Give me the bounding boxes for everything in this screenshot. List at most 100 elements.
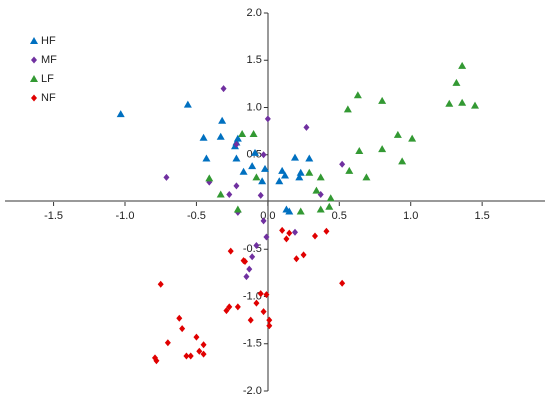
y-tick-label: -0.5: [243, 243, 262, 255]
point: [243, 273, 250, 281]
point: [179, 325, 186, 333]
legend-marker: [31, 94, 37, 102]
point: [252, 173, 261, 181]
point: [253, 299, 260, 307]
point: [291, 153, 299, 161]
point: [471, 101, 479, 109]
y-tick-label: -1.5: [243, 338, 262, 350]
point: [278, 166, 287, 174]
x-tick-label: 1.5: [474, 210, 489, 222]
point: [260, 308, 267, 316]
point: [452, 78, 461, 86]
point: [183, 352, 190, 360]
point: [378, 96, 387, 104]
point: [458, 61, 467, 69]
point: [233, 140, 240, 148]
point: [325, 202, 334, 210]
point: [362, 173, 371, 181]
y-tick-label: 1.0: [247, 101, 262, 113]
point: [251, 148, 259, 156]
x-tick-label: 1.0: [403, 210, 418, 222]
point: [305, 168, 314, 176]
point: [393, 130, 402, 138]
point: [339, 279, 346, 287]
point: [233, 134, 242, 142]
x-tick-label: -1.5: [44, 210, 63, 222]
point: [152, 354, 158, 362]
point: [249, 129, 258, 137]
point: [257, 191, 264, 199]
point: [232, 154, 241, 162]
point: [218, 116, 227, 124]
point: [176, 314, 183, 322]
point: [216, 190, 225, 198]
point: [200, 350, 207, 358]
legend-marker: [31, 56, 37, 64]
point: [266, 322, 273, 330]
x-tick-label: 0.5: [332, 210, 347, 222]
point: [260, 151, 267, 159]
point: [281, 171, 289, 179]
point: [286, 229, 293, 237]
point: [227, 247, 234, 255]
point: [293, 255, 300, 263]
point: [258, 177, 267, 185]
point: [300, 251, 307, 259]
point: [239, 167, 248, 175]
point: [261, 164, 269, 172]
point: [316, 173, 325, 181]
point: [249, 253, 256, 261]
point: [303, 123, 310, 131]
point: [263, 233, 270, 241]
legend-label: MF: [41, 54, 57, 66]
point: [339, 160, 346, 168]
legend-marker: [30, 37, 38, 44]
point: [257, 290, 264, 298]
point: [233, 182, 240, 190]
point: [253, 241, 260, 249]
point: [279, 226, 286, 234]
point: [163, 173, 170, 181]
point: [202, 154, 211, 162]
point: [312, 232, 318, 240]
point: [292, 228, 298, 236]
point: [247, 316, 254, 324]
point: [157, 280, 164, 288]
legend-marker: [30, 75, 38, 82]
point: [187, 352, 194, 360]
point: [282, 205, 291, 213]
point: [233, 205, 242, 213]
point: [445, 99, 454, 107]
x-tick-label: -0.5: [187, 210, 206, 222]
legend-label: LF: [41, 73, 54, 85]
point: [200, 341, 207, 349]
point: [164, 339, 171, 347]
point: [216, 132, 225, 140]
point: [248, 162, 257, 170]
point: [283, 235, 290, 243]
point: [223, 307, 230, 315]
point: [183, 100, 192, 108]
point: [398, 157, 407, 165]
y-tick-label: 2.0: [247, 7, 262, 19]
point: [246, 265, 253, 273]
point: [238, 129, 247, 137]
point: [408, 134, 417, 142]
point: [326, 194, 335, 202]
x-tick-label: -1.0: [116, 210, 135, 222]
point: [378, 145, 387, 153]
point: [226, 303, 233, 311]
point: [116, 110, 125, 118]
point: [266, 316, 273, 324]
point: [343, 105, 352, 113]
point: [458, 98, 467, 106]
point: [226, 190, 233, 198]
point: [196, 347, 203, 355]
point: [296, 168, 305, 176]
point: [242, 258, 248, 266]
point: [260, 217, 267, 225]
point: [205, 174, 214, 182]
point: [312, 186, 321, 194]
point: [275, 177, 284, 185]
